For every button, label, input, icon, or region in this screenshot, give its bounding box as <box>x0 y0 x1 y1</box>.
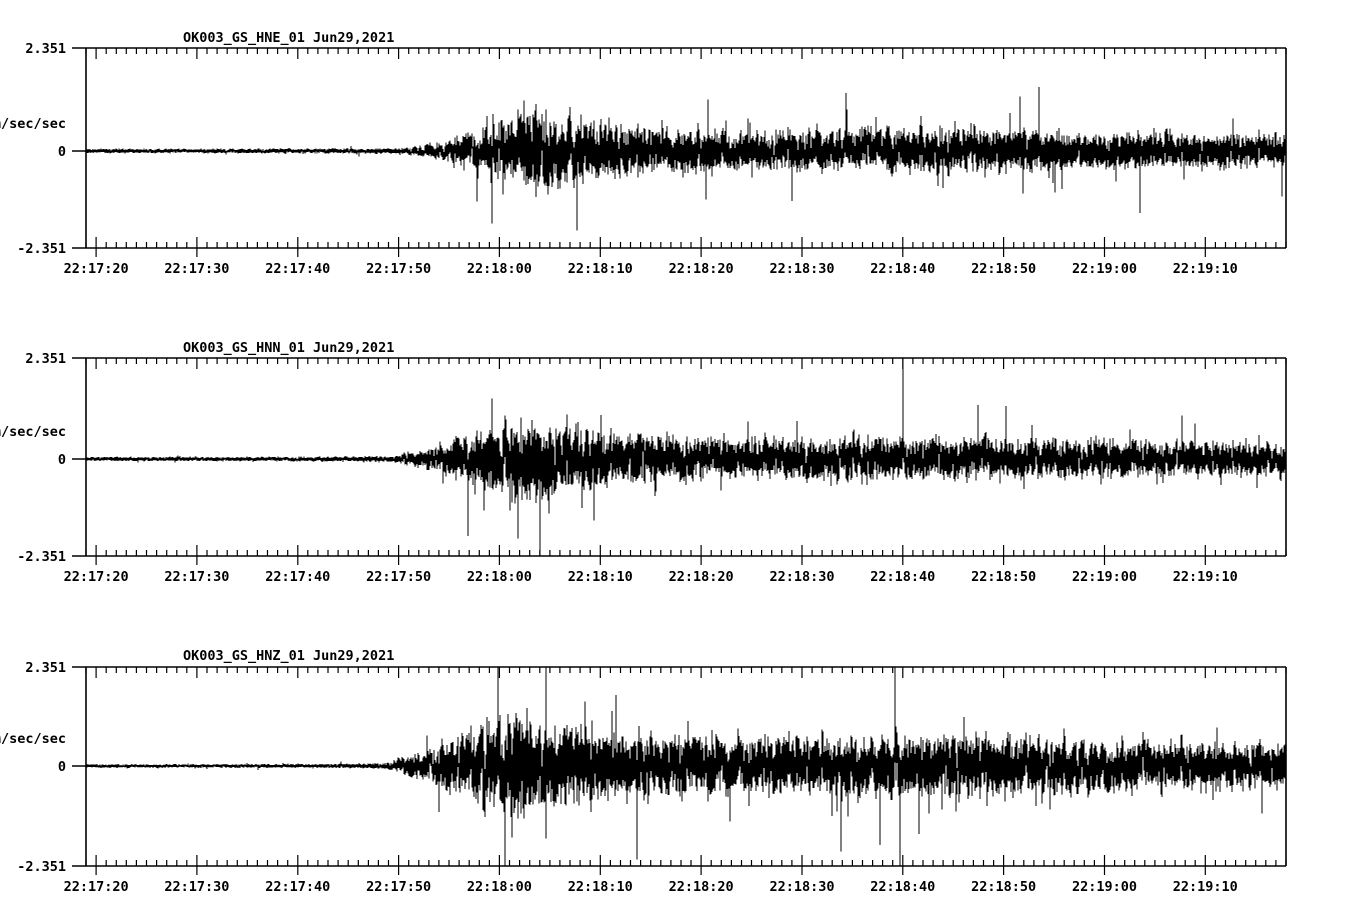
x-axis-tick-label: 22:18:40 <box>870 569 935 585</box>
y-axis-max-label: 2.351 <box>25 351 66 367</box>
x-axis-tick-label: 22:17:20 <box>64 569 129 585</box>
x-axis-tick-label: 22:17:40 <box>265 569 330 585</box>
waveform-trace <box>85 358 1287 556</box>
y-axis-unit-label: cm/sec/sec <box>0 731 66 747</box>
waveform-trace <box>85 667 1287 866</box>
x-axis-ticks <box>85 48 1287 257</box>
x-axis-tick-label: 22:17:40 <box>265 261 330 277</box>
panel-title: OK003_GS_HNN_01 Jun29,2021 <box>183 340 394 356</box>
y-axis-min-label: -2.351 <box>17 241 66 257</box>
x-axis-tick-label: 22:19:10 <box>1173 569 1238 585</box>
y-axis-zero-label: 0 <box>58 144 66 160</box>
x-axis-tick-label: 22:18:40 <box>870 261 935 277</box>
panel-hnn: OK003_GS_HNN_01 Jun29,2021 2.351 0 -2.351 cm… <box>0 340 1287 585</box>
x-axis-tick-label: 22:18:50 <box>971 261 1036 277</box>
panel-hne: OK003_GS_HNE_01 Jun29,2021 2.351 0 -2.351 cm… <box>0 30 1287 277</box>
y-axis-max-label: 2.351 <box>25 660 66 676</box>
x-axis-ticks <box>85 667 1287 875</box>
x-axis-tick-label: 22:18:50 <box>971 569 1036 585</box>
waveform-trace <box>85 87 1287 231</box>
x-axis-tick-label: 22:19:00 <box>1072 261 1137 277</box>
x-axis-tick-label: 22:17:50 <box>366 569 431 585</box>
x-axis-tick-label: 22:17:20 <box>64 261 129 277</box>
panel-hnz: OK003_GS_HNZ_01 Jun29,2021 2.351 0 -2.351 cm… <box>0 648 1287 895</box>
panel-title: OK003_GS_HNZ_01 Jun29,2021 <box>183 648 394 664</box>
x-axis-tick-label: 22:18:20 <box>669 569 734 585</box>
x-axis-tick-label: 22:17:50 <box>366 261 431 277</box>
plot-frame <box>85 666 1287 867</box>
y-axis-min-label: -2.351 <box>17 859 66 875</box>
y-axis-ticks <box>72 357 86 557</box>
y-axis-zero-label: 0 <box>58 452 66 468</box>
x-axis-tick-label: 22:18:40 <box>870 879 935 895</box>
x-axis-tick-label: 22:18:30 <box>769 261 834 277</box>
y-axis-zero-label: 0 <box>58 759 66 775</box>
x-axis-ticks <box>85 358 1287 565</box>
x-axis-tick-label: 22:18:30 <box>769 569 834 585</box>
x-axis-tick-label: 22:19:10 <box>1173 879 1238 895</box>
panel-title: OK003_GS_HNE_01 Jun29,2021 <box>183 30 394 46</box>
x-axis-tick-label: 22:17:50 <box>366 879 431 895</box>
x-axis-tick-label: 22:17:30 <box>164 569 229 585</box>
x-axis-tick-label: 22:18:00 <box>467 879 532 895</box>
x-axis-tick-label: 22:17:30 <box>164 261 229 277</box>
x-axis-tick-label: 22:18:20 <box>669 261 734 277</box>
x-axis-tick-label: 22:18:10 <box>568 569 633 585</box>
x-axis-tick-label: 22:18:10 <box>568 261 633 277</box>
x-axis-tick-label: 22:18:10 <box>568 879 633 895</box>
x-axis-tick-label: 22:19:00 <box>1072 879 1137 895</box>
x-axis-tick-label: 22:17:40 <box>265 879 330 895</box>
x-axis-tick-label: 22:17:20 <box>64 879 129 895</box>
y-axis-ticks <box>72 666 86 867</box>
x-axis-tick-label: 22:18:20 <box>669 879 734 895</box>
y-axis-min-label: -2.351 <box>17 549 66 565</box>
x-axis-tick-label: 22:18:00 <box>467 261 532 277</box>
y-axis-unit-label: cm/sec/sec <box>0 424 66 440</box>
x-axis-tick-label: 22:19:00 <box>1072 569 1137 585</box>
x-axis-tick-label: 22:18:30 <box>769 879 834 895</box>
plot-frame <box>85 357 1287 557</box>
y-axis-max-label: 2.351 <box>25 41 66 57</box>
y-axis-ticks <box>72 47 86 249</box>
x-axis-tick-label: 22:18:50 <box>971 879 1036 895</box>
y-axis-unit-label: cm/sec/sec <box>0 116 66 132</box>
x-axis-tick-label: 22:18:00 <box>467 569 532 585</box>
x-axis-tick-label: 22:17:30 <box>164 879 229 895</box>
plot-frame <box>85 47 1287 249</box>
x-axis-tick-label: 22:19:10 <box>1173 261 1238 277</box>
